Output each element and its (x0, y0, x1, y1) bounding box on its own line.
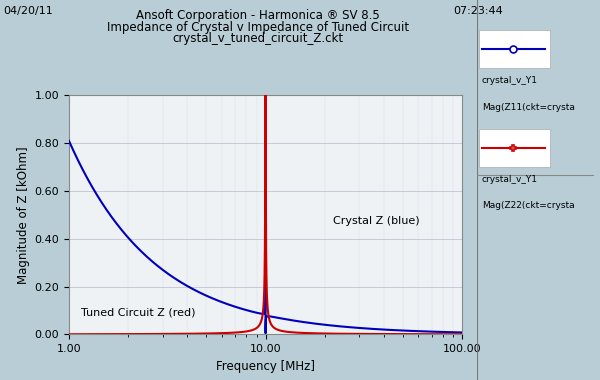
X-axis label: Frequency [MHz]: Frequency [MHz] (216, 360, 315, 373)
Text: Tuned Circuit Z (red): Tuned Circuit Z (red) (81, 307, 196, 317)
FancyBboxPatch shape (479, 129, 550, 167)
Y-axis label: Magnitude of Z [kOhm]: Magnitude of Z [kOhm] (17, 146, 31, 283)
FancyBboxPatch shape (479, 30, 550, 68)
Text: 04/20/11: 04/20/11 (3, 6, 53, 16)
Text: Ansoft Corporation - Harmonica ® SV 8.5: Ansoft Corporation - Harmonica ® SV 8.5 (136, 10, 380, 22)
Text: crystal_v_Y1: crystal_v_Y1 (482, 175, 538, 184)
Text: crystal_v_tuned_circuit_Z.ckt: crystal_v_tuned_circuit_Z.ckt (172, 32, 344, 45)
Text: Impedance of Crystal v Impedance of Tuned Circuit: Impedance of Crystal v Impedance of Tune… (107, 21, 409, 34)
Text: Mag(Z22(ckt=crysta: Mag(Z22(ckt=crysta (482, 201, 574, 211)
Text: Mag(Z11(ckt=crysta: Mag(Z11(ckt=crysta (482, 103, 575, 112)
Text: Crystal Z (blue): Crystal Z (blue) (333, 216, 419, 226)
Text: crystal_v_Y1: crystal_v_Y1 (482, 76, 538, 85)
Text: 07:23:44: 07:23:44 (453, 6, 503, 16)
